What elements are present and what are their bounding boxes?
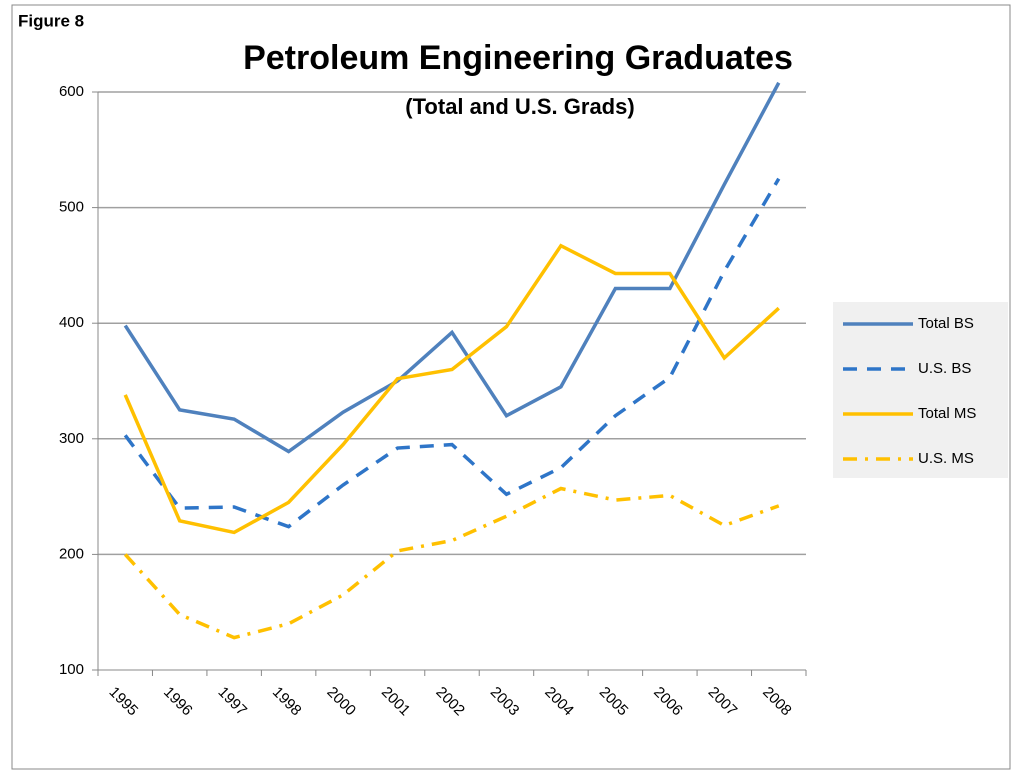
x-tick-label: 2004: [541, 684, 577, 720]
x-tick-label: 2008: [759, 684, 795, 720]
series-line: [123, 486, 780, 640]
y-tick-label: 500: [59, 199, 84, 216]
figure-label: Figure 8: [18, 11, 84, 30]
series-line: [123, 243, 780, 535]
y-tick-label: 300: [59, 430, 84, 447]
x-tick-label: 1995: [106, 684, 142, 720]
x-tick-label: 2002: [432, 684, 468, 720]
legend-label: U.S. MS: [918, 450, 974, 467]
series-line: [123, 81, 781, 454]
y-tick-label: 200: [59, 545, 84, 562]
series-line: [123, 177, 781, 529]
x-tick-label: 1997: [215, 684, 251, 720]
legend-label: U.S. BS: [918, 360, 971, 377]
y-tick-label: 400: [59, 314, 84, 331]
chart-subtitle: (Total and U.S. Grads): [405, 94, 634, 119]
y-tick-label: 100: [59, 661, 84, 678]
x-tick-label: 2001: [378, 684, 414, 720]
legend-label: Total BS: [918, 315, 974, 332]
chart-title: Petroleum Engineering Graduates: [243, 39, 793, 77]
x-tick-label: 2005: [596, 684, 632, 720]
chart-frame: [11, 4, 1011, 770]
legend-box: [833, 302, 1008, 478]
x-tick-label: 1996: [160, 684, 196, 720]
x-tick-label: 2000: [323, 684, 359, 720]
y-tick-label: 600: [59, 83, 84, 100]
legend-label: Total MS: [918, 405, 976, 422]
x-tick-label: 1998: [269, 684, 305, 720]
x-tick-label: 2003: [487, 684, 523, 720]
x-tick-label: 2007: [705, 684, 741, 720]
x-tick-label: 2006: [650, 684, 686, 720]
